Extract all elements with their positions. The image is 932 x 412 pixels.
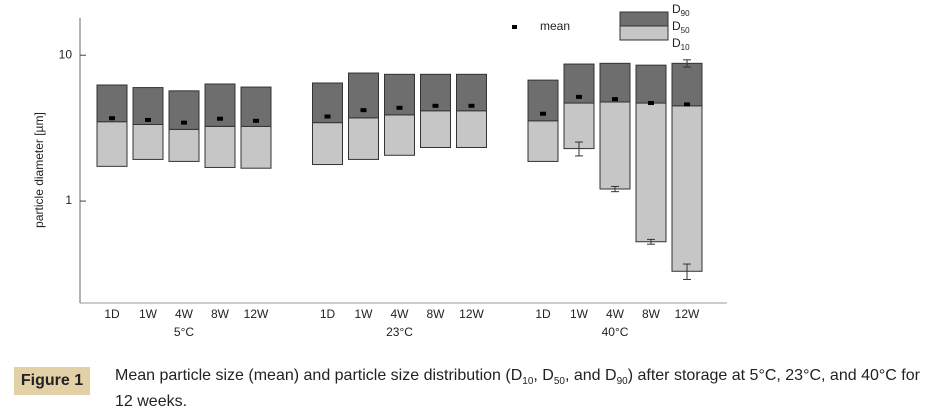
mean-marker [396,105,403,110]
mean-marker [468,103,475,108]
group-label: 5°C [174,325,194,339]
box-lower [204,125,236,168]
mean-marker [684,102,690,107]
x-tick-label: 1W [570,307,589,321]
box-lower [96,121,128,167]
mean-marker [612,97,618,102]
error-bar [683,263,691,280]
legend-label: D10 [672,36,690,52]
box-lower [384,114,415,156]
x-tick-label: 12W [675,307,700,321]
chart: particle diameter [µm] 1 10 5°C 1D 1W 4W 8W 12W… [32,2,727,339]
box-upper [635,64,667,104]
mean-marker [648,101,654,106]
mean-marker [540,111,546,116]
mean-marker [145,117,151,122]
legend-swatch [619,11,669,27]
box-lower [456,110,487,148]
box-lower [348,117,379,160]
mean-marker [181,120,187,125]
x-tick-label: 4W [391,307,410,321]
mean-marker [576,94,582,99]
group-label: 40°C [602,325,629,339]
mean-marker [324,114,331,119]
box-lower [312,122,343,166]
mean-marker [253,118,259,123]
mean-marker [432,103,439,108]
error-bar [575,141,583,157]
y-tick-label: 1 [65,193,72,207]
group-label: 23°C [386,325,413,339]
y-tick-label: 10 [59,47,73,61]
legend-swatch [619,25,669,41]
x-tick-label: 1D [535,307,551,321]
legend-label: D90 [672,2,690,18]
box-lower [563,102,595,150]
box-lower [168,128,200,162]
x-tick-label: 4W [606,307,625,321]
x-tick-label: 1D [104,307,120,321]
error-bar [647,238,655,245]
mean-marker [360,108,367,113]
box-upper [599,62,631,103]
x-tick-label: 12W [459,307,484,321]
mean-marker [109,116,115,121]
box-lower [527,120,559,162]
box-lower [671,105,703,272]
box-upper [563,63,595,104]
error-bar [683,59,691,68]
box-lower [132,123,164,160]
x-tick-label: 1W [355,307,374,321]
figure-label: Figure 1 [14,367,90,395]
x-tick-label: 8W [211,307,230,321]
y-axis-label: particle diameter [µm] [32,112,46,228]
box-upper [96,84,128,123]
box-upper [671,62,703,107]
caption: Mean particle size (mean) and particle s… [115,367,920,411]
box-lower [240,125,272,169]
legend-label: D50 [672,19,690,35]
box-lower [599,101,631,190]
x-tick-label: 1W [139,307,158,321]
box-upper [348,72,379,119]
legend-label: mean [540,19,570,33]
error-bar [611,185,619,193]
x-tick-label: 12W [244,307,269,321]
mean-marker [217,116,223,121]
x-tick-label: 4W [175,307,194,321]
x-tick-label: 8W [427,307,446,321]
x-tick-label: 1D [320,307,336,321]
x-tick-label: 8W [642,307,661,321]
box-lower [420,110,451,148]
legend-mean-swatch [512,25,517,29]
box-lower [635,102,667,243]
